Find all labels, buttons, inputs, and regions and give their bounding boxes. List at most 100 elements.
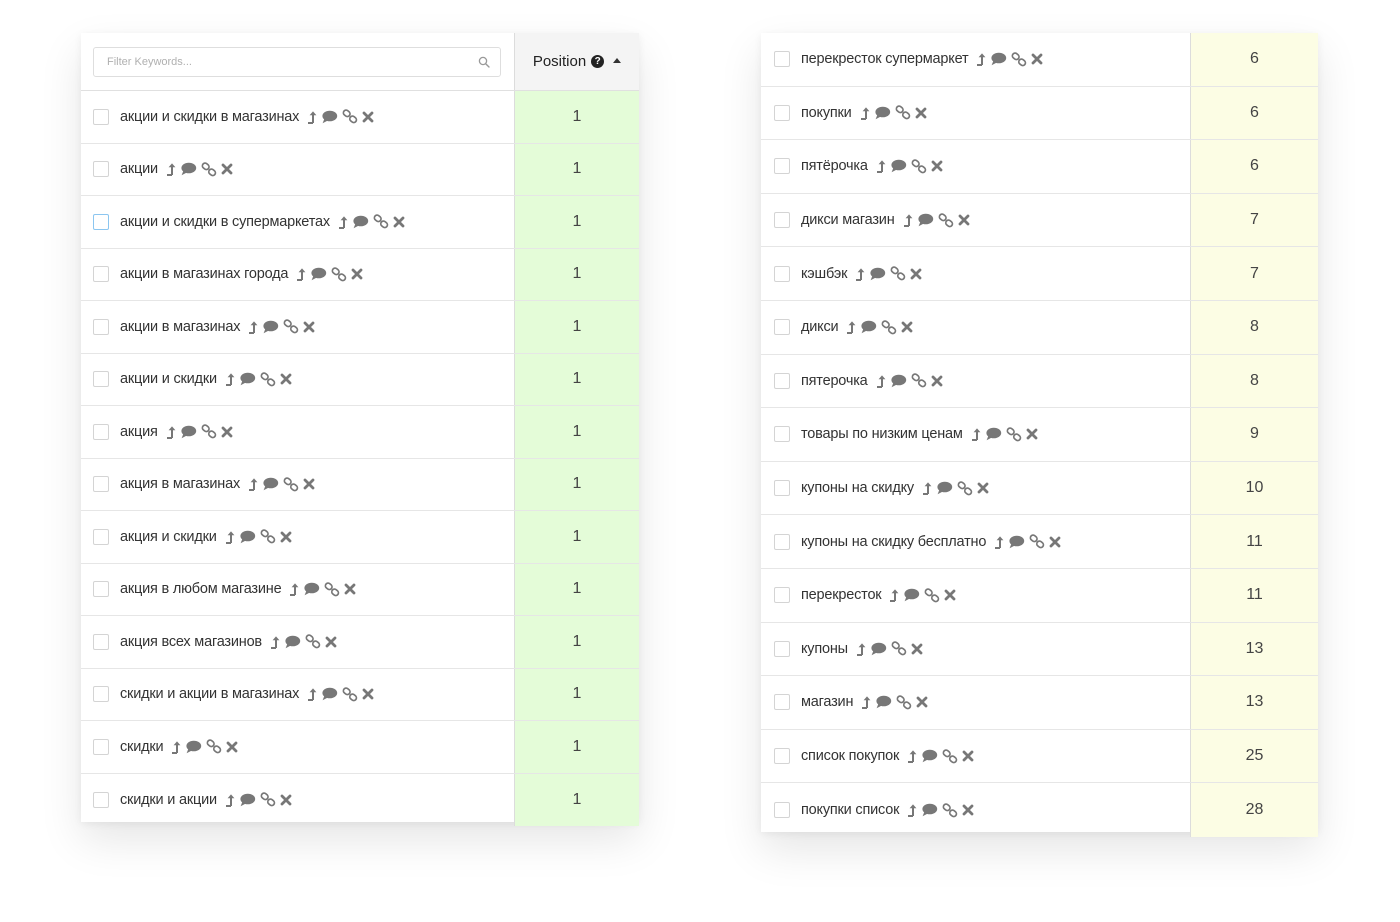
- remove-icon[interactable]: [280, 531, 292, 543]
- row-checkbox[interactable]: [93, 318, 109, 335]
- link-icon[interactable]: [896, 695, 912, 710]
- comment-icon[interactable]: [180, 425, 197, 439]
- row-checkbox[interactable]: [774, 533, 790, 550]
- remove-icon[interactable]: [962, 750, 974, 762]
- share-up-icon[interactable]: [248, 477, 258, 492]
- remove-icon[interactable]: [910, 268, 922, 280]
- share-up-icon[interactable]: [307, 687, 317, 702]
- link-icon[interactable]: [895, 105, 911, 120]
- comment-icon[interactable]: [917, 213, 934, 227]
- comment-icon[interactable]: [262, 320, 279, 334]
- link-icon[interactable]: [201, 161, 217, 177]
- comment-icon[interactable]: [239, 372, 256, 386]
- remove-icon[interactable]: [221, 426, 233, 438]
- row-checkbox[interactable]: [93, 581, 109, 598]
- remove-icon[interactable]: [325, 636, 337, 648]
- comment-icon[interactable]: [239, 793, 256, 807]
- comment-icon[interactable]: [284, 635, 301, 649]
- row-checkbox[interactable]: [774, 694, 790, 711]
- row-checkbox[interactable]: [93, 161, 109, 178]
- share-up-icon[interactable]: [225, 793, 235, 807]
- link-icon[interactable]: [260, 529, 276, 544]
- row-checkbox[interactable]: [93, 686, 109, 703]
- share-up-icon[interactable]: [270, 635, 280, 649]
- comment-icon[interactable]: [874, 106, 891, 120]
- remove-icon[interactable]: [1031, 53, 1043, 65]
- share-up-icon[interactable]: [907, 803, 917, 818]
- remove-icon[interactable]: [962, 804, 974, 816]
- comment-icon[interactable]: [185, 740, 202, 754]
- comment-icon[interactable]: [936, 481, 953, 495]
- comment-icon[interactable]: [869, 267, 886, 281]
- link-icon[interactable]: [305, 634, 321, 649]
- remove-icon[interactable]: [303, 478, 315, 490]
- search-icon[interactable]: [478, 56, 490, 68]
- share-up-icon[interactable]: [994, 535, 1004, 549]
- share-up-icon[interactable]: [976, 52, 986, 67]
- remove-icon[interactable]: [915, 107, 927, 119]
- comment-icon[interactable]: [903, 588, 920, 602]
- share-up-icon[interactable]: [307, 110, 317, 124]
- remove-icon[interactable]: [977, 482, 989, 494]
- remove-icon[interactable]: [911, 643, 923, 655]
- share-up-icon[interactable]: [922, 481, 932, 496]
- remove-icon[interactable]: [931, 375, 943, 387]
- filter-keywords-input[interactable]: [105, 54, 469, 69]
- row-checkbox[interactable]: [774, 372, 790, 389]
- remove-icon[interactable]: [351, 268, 363, 280]
- link-icon[interactable]: [373, 214, 389, 229]
- row-checkbox[interactable]: [93, 528, 109, 545]
- row-checkbox[interactable]: [93, 738, 109, 755]
- share-up-icon[interactable]: [225, 530, 235, 544]
- share-up-icon[interactable]: [907, 749, 917, 764]
- row-checkbox[interactable]: [93, 423, 109, 440]
- row-checkbox[interactable]: [774, 319, 790, 336]
- link-icon[interactable]: [342, 686, 358, 702]
- comment-icon[interactable]: [352, 215, 369, 229]
- row-checkbox[interactable]: [774, 587, 790, 604]
- remove-icon[interactable]: [280, 373, 292, 385]
- link-icon[interactable]: [942, 802, 958, 818]
- remove-icon[interactable]: [362, 111, 374, 123]
- link-icon[interactable]: [260, 371, 276, 387]
- link-icon[interactable]: [283, 476, 299, 492]
- share-up-icon[interactable]: [876, 159, 886, 174]
- share-up-icon[interactable]: [855, 267, 865, 281]
- link-icon[interactable]: [201, 424, 217, 439]
- row-checkbox[interactable]: [774, 480, 790, 497]
- comment-icon[interactable]: [180, 162, 197, 176]
- comment-icon[interactable]: [870, 642, 887, 656]
- row-checkbox[interactable]: [93, 266, 109, 283]
- row-checkbox[interactable]: [774, 802, 790, 819]
- sort-ascending-icon[interactable]: [613, 58, 622, 63]
- comment-icon[interactable]: [1008, 535, 1025, 549]
- share-up-icon[interactable]: [166, 425, 176, 439]
- remove-icon[interactable]: [226, 741, 238, 753]
- position-column-header[interactable]: Position ?: [514, 33, 639, 90]
- link-icon[interactable]: [324, 581, 340, 597]
- link-icon[interactable]: [911, 373, 927, 388]
- link-icon[interactable]: [938, 212, 954, 228]
- row-checkbox[interactable]: [774, 104, 790, 121]
- share-up-icon[interactable]: [166, 162, 176, 177]
- comment-icon[interactable]: [890, 159, 907, 173]
- link-icon[interactable]: [1029, 534, 1045, 549]
- share-up-icon[interactable]: [861, 695, 871, 710]
- comment-icon[interactable]: [985, 427, 1002, 441]
- share-up-icon[interactable]: [289, 582, 299, 597]
- row-checkbox[interactable]: [774, 748, 790, 765]
- link-icon[interactable]: [890, 266, 906, 281]
- comment-icon[interactable]: [262, 477, 279, 491]
- help-icon[interactable]: ?: [591, 55, 605, 68]
- link-icon[interactable]: [283, 319, 299, 334]
- row-checkbox[interactable]: [93, 213, 109, 230]
- share-up-icon[interactable]: [971, 427, 981, 442]
- link-icon[interactable]: [911, 159, 927, 174]
- comment-icon[interactable]: [239, 530, 256, 544]
- row-checkbox[interactable]: [93, 633, 109, 650]
- share-up-icon[interactable]: [171, 740, 181, 754]
- row-checkbox[interactable]: [774, 426, 790, 443]
- row-checkbox[interactable]: [93, 476, 109, 493]
- remove-icon[interactable]: [393, 216, 405, 228]
- share-up-icon[interactable]: [889, 588, 899, 603]
